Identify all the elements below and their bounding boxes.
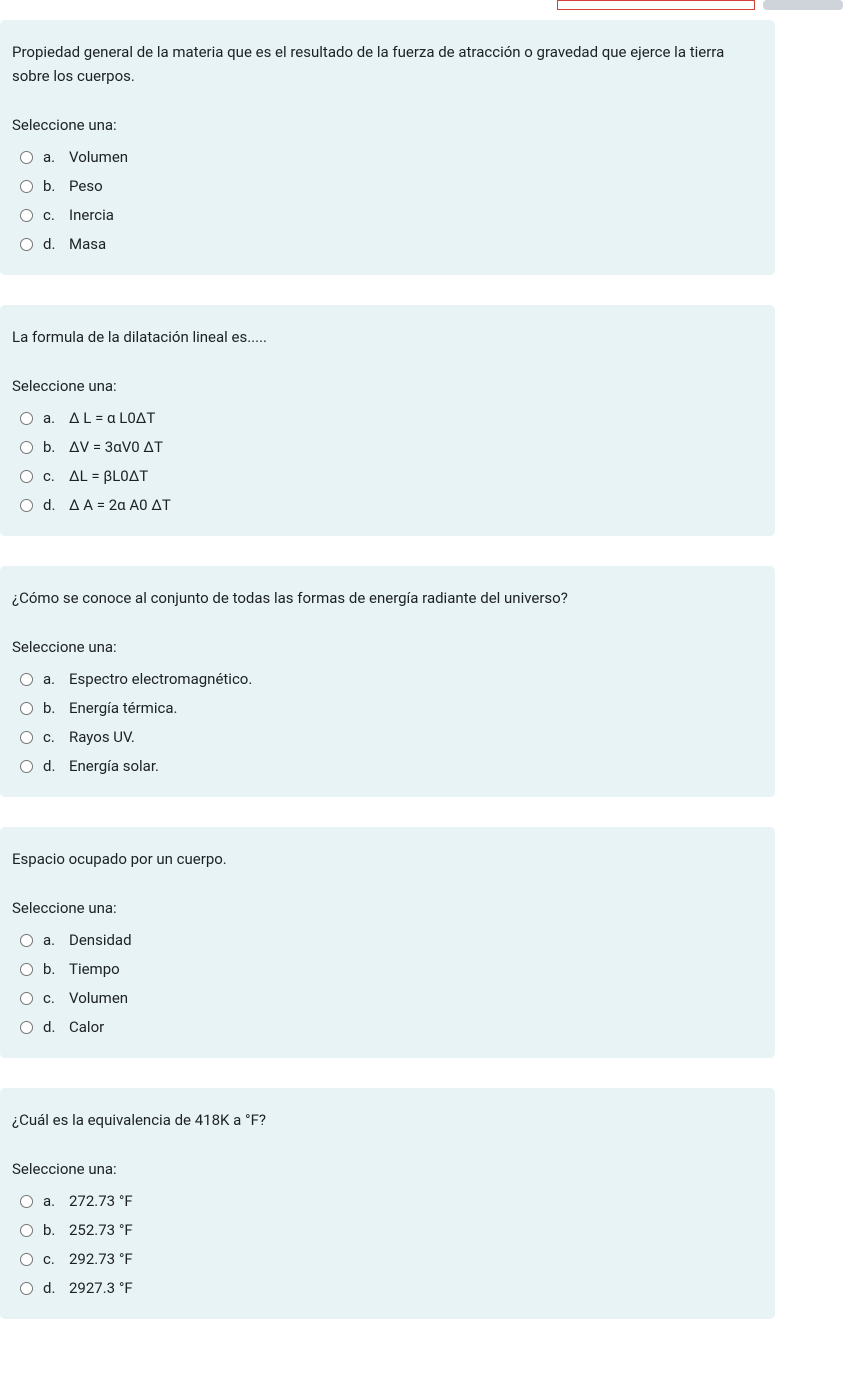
option-text: Volumen	[69, 148, 761, 166]
option-radio[interactable]	[20, 151, 33, 164]
option-letter: c.	[43, 1250, 59, 1268]
option-radio[interactable]	[20, 760, 33, 773]
option-row[interactable]: a. Δ L = α L0ΔT	[12, 409, 761, 427]
option-radio[interactable]	[20, 180, 33, 193]
question-text: ¿Cómo se conoce al conjunto de todas las…	[12, 586, 761, 610]
option-row[interactable]: c. Volumen	[12, 989, 761, 1007]
option-radio[interactable]	[20, 934, 33, 947]
option-letter: b.	[43, 1221, 59, 1239]
option-letter: d.	[43, 757, 59, 775]
option-row[interactable]: b. Peso	[12, 177, 761, 195]
option-text: 292.73 °F	[69, 1250, 761, 1268]
question-card: ¿Cuál es la equivalencia de 418K a °F? S…	[0, 1088, 775, 1319]
option-letter: d.	[43, 496, 59, 514]
option-row[interactable]: c. Inercia	[12, 206, 761, 224]
option-row[interactable]: d. 2927.3 °F	[12, 1279, 761, 1297]
option-letter: b.	[43, 699, 59, 717]
option-text: 272.73 °F	[69, 1192, 761, 1210]
select-prompt: Seleccione una:	[12, 1160, 761, 1178]
option-row[interactable]: d. Calor	[12, 1018, 761, 1036]
question-card: La formula de la dilatación lineal es...…	[0, 305, 775, 536]
option-row[interactable]: d. Masa	[12, 235, 761, 253]
option-letter: a.	[43, 148, 59, 166]
question-card: Espacio ocupado por un cuerpo. Seleccion…	[0, 827, 775, 1058]
option-row[interactable]: a. Densidad	[12, 931, 761, 949]
option-text: Peso	[69, 177, 761, 195]
option-text: Inercia	[69, 206, 761, 224]
option-text: Masa	[69, 235, 761, 253]
option-row[interactable]: b. Tiempo	[12, 960, 761, 978]
option-radio[interactable]	[20, 238, 33, 251]
option-letter: a.	[43, 1192, 59, 1210]
option-radio[interactable]	[20, 1253, 33, 1266]
option-row[interactable]: a. 272.73 °F	[12, 1192, 761, 1210]
select-prompt: Seleccione una:	[12, 638, 761, 656]
option-letter: a.	[43, 931, 59, 949]
option-row[interactable]: c. ΔL = βL0ΔT	[12, 467, 761, 485]
option-radio[interactable]	[20, 209, 33, 222]
option-text: Rayos UV.	[69, 728, 761, 746]
option-text: ΔV = 3αV0 ΔT	[69, 438, 761, 456]
option-text: Δ L = α L0ΔT	[69, 409, 761, 427]
option-letter: b.	[43, 960, 59, 978]
option-row[interactable]: a. Espectro electromagnético.	[12, 670, 761, 688]
option-radio[interactable]	[20, 963, 33, 976]
option-radio[interactable]	[20, 470, 33, 483]
option-text: Δ A = 2α A0 ΔT	[69, 496, 761, 514]
option-letter: a.	[43, 409, 59, 427]
option-text: Densidad	[69, 931, 761, 949]
option-row[interactable]: a. Volumen	[12, 148, 761, 166]
option-letter: b.	[43, 438, 59, 456]
top-bar	[0, 0, 851, 20]
option-radio[interactable]	[20, 702, 33, 715]
option-text: ΔL = βL0ΔT	[69, 467, 761, 485]
option-letter: d.	[43, 1279, 59, 1297]
option-radio[interactable]	[20, 1021, 33, 1034]
question-text: ¿Cuál es la equivalencia de 418K a °F?	[12, 1108, 761, 1132]
option-radio[interactable]	[20, 992, 33, 1005]
option-letter: c.	[43, 989, 59, 1007]
question-text: Propiedad general de la materia que es e…	[12, 40, 761, 88]
select-prompt: Seleccione una:	[12, 377, 761, 395]
option-letter: d.	[43, 1018, 59, 1036]
option-text: 2927.3 °F	[69, 1279, 761, 1297]
option-radio[interactable]	[20, 441, 33, 454]
option-radio[interactable]	[20, 673, 33, 686]
option-text: Volumen	[69, 989, 761, 1007]
option-row[interactable]: c. Rayos UV.	[12, 728, 761, 746]
search-input[interactable]	[557, 0, 755, 10]
option-text: Tiempo	[69, 960, 761, 978]
question-text: La formula de la dilatación lineal es...…	[12, 325, 761, 349]
select-prompt: Seleccione una:	[12, 899, 761, 917]
option-letter: d.	[43, 235, 59, 253]
option-letter: c.	[43, 728, 59, 746]
option-row[interactable]: b. 252.73 °F	[12, 1221, 761, 1239]
option-radio[interactable]	[20, 1195, 33, 1208]
question-card: Propiedad general de la materia que es e…	[0, 20, 775, 275]
option-radio[interactable]	[20, 731, 33, 744]
option-letter: a.	[43, 670, 59, 688]
option-text: 252.73 °F	[69, 1221, 761, 1239]
option-row[interactable]: b. ΔV = 3αV0 ΔT	[12, 438, 761, 456]
option-radio[interactable]	[20, 499, 33, 512]
option-row[interactable]: d. Energía solar.	[12, 757, 761, 775]
option-row[interactable]: c. 292.73 °F	[12, 1250, 761, 1268]
option-text: Energía térmica.	[69, 699, 761, 717]
option-row[interactable]: b. Energía térmica.	[12, 699, 761, 717]
option-row[interactable]: d. Δ A = 2α A0 ΔT	[12, 496, 761, 514]
option-text: Calor	[69, 1018, 761, 1036]
option-letter: c.	[43, 206, 59, 224]
option-letter: c.	[43, 467, 59, 485]
option-radio[interactable]	[20, 1224, 33, 1237]
option-radio[interactable]	[20, 1282, 33, 1295]
option-letter: b.	[43, 177, 59, 195]
option-text: Espectro electromagnético.	[69, 670, 761, 688]
question-card: ¿Cómo se conoce al conjunto de todas las…	[0, 566, 775, 797]
select-prompt: Seleccione una:	[12, 116, 761, 134]
question-text: Espacio ocupado por un cuerpo.	[12, 847, 761, 871]
submit-button[interactable]	[763, 0, 843, 10]
option-text: Energía solar.	[69, 757, 761, 775]
option-radio[interactable]	[20, 412, 33, 425]
